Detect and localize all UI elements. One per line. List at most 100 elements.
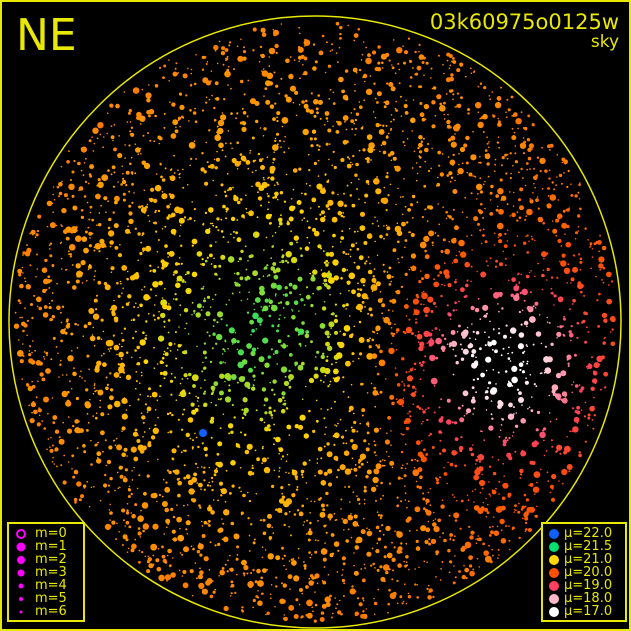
star-marker — [606, 271, 612, 278]
star-marker — [127, 377, 130, 380]
star-marker — [574, 194, 578, 198]
star-marker — [325, 142, 329, 146]
star-marker — [107, 490, 110, 493]
star-marker — [88, 264, 92, 269]
star-marker — [456, 103, 462, 109]
star-marker — [126, 503, 129, 505]
star-marker — [208, 524, 211, 527]
star-marker — [385, 570, 389, 575]
star-marker — [438, 329, 441, 331]
star-marker — [425, 502, 428, 505]
star-marker — [209, 360, 213, 364]
star-marker — [172, 515, 176, 519]
star-marker — [484, 507, 489, 512]
star-marker — [190, 68, 193, 71]
star-marker — [161, 554, 166, 559]
star-marker — [327, 482, 333, 487]
star-marker — [465, 161, 469, 165]
mu-legend-item: μ=18.0 — [543, 592, 625, 605]
star-marker — [54, 449, 57, 452]
star-marker — [404, 205, 407, 208]
star-marker — [415, 539, 419, 544]
star-marker — [51, 315, 55, 319]
star-marker — [439, 172, 444, 177]
star-marker — [477, 222, 480, 226]
star-marker — [283, 564, 285, 567]
star-marker — [129, 404, 131, 407]
star-marker — [87, 182, 90, 185]
star-marker — [457, 167, 464, 175]
star-marker — [325, 252, 330, 257]
star-marker — [446, 304, 449, 307]
star-marker — [230, 374, 237, 380]
star-marker — [301, 504, 305, 508]
star-marker — [479, 347, 482, 351]
star-marker — [218, 277, 221, 280]
star-marker — [143, 491, 147, 496]
star-marker — [399, 196, 402, 198]
star-marker — [367, 312, 370, 315]
star-marker — [179, 304, 182, 307]
star-marker — [379, 349, 383, 354]
star-marker — [318, 286, 322, 290]
star-marker — [473, 501, 475, 503]
star-marker — [222, 361, 225, 363]
star-marker — [378, 344, 381, 346]
star-marker — [505, 116, 508, 118]
star-marker — [218, 575, 220, 577]
star-marker — [382, 317, 385, 319]
star-marker — [201, 68, 205, 71]
star-marker — [236, 381, 239, 384]
star-marker — [472, 568, 475, 571]
star-marker — [450, 73, 454, 77]
star-marker — [329, 518, 331, 521]
star-marker — [317, 175, 320, 177]
star-marker — [84, 180, 88, 183]
star-marker — [577, 191, 580, 194]
star-marker — [403, 560, 405, 563]
star-marker — [208, 334, 211, 337]
star-marker — [361, 53, 364, 56]
star-marker — [402, 141, 405, 144]
star-marker — [321, 272, 328, 278]
star-marker — [579, 182, 581, 184]
star-marker — [357, 288, 360, 291]
star-marker — [407, 384, 410, 388]
star-marker — [418, 566, 420, 569]
star-marker — [258, 158, 263, 162]
star-marker — [559, 452, 562, 455]
star-marker — [176, 275, 183, 282]
star-marker — [445, 217, 448, 220]
star-marker — [269, 222, 272, 225]
star-marker — [276, 284, 282, 291]
star-marker — [327, 128, 332, 133]
star-marker — [80, 209, 84, 212]
star-marker — [526, 362, 528, 365]
star-marker — [146, 406, 152, 412]
star-marker — [194, 432, 196, 435]
star-marker — [149, 139, 152, 142]
star-marker — [467, 499, 470, 502]
star-marker — [299, 293, 302, 296]
star-marker — [261, 546, 264, 548]
star-marker — [519, 291, 522, 295]
star-marker — [22, 272, 24, 274]
star-marker — [492, 554, 494, 557]
star-marker — [229, 568, 231, 570]
star-marker — [488, 336, 490, 339]
star-marker — [282, 294, 285, 296]
star-marker — [275, 585, 278, 588]
star-marker — [408, 568, 410, 571]
star-marker — [203, 479, 206, 482]
star-marker — [218, 481, 224, 486]
star-marker — [155, 294, 157, 297]
star-marker — [391, 298, 397, 304]
star-marker — [116, 281, 119, 285]
star-marker — [464, 541, 472, 549]
star-marker — [130, 356, 133, 359]
star-marker — [415, 388, 417, 390]
star-marker — [235, 231, 239, 235]
star-marker — [67, 250, 70, 253]
star-marker — [430, 310, 434, 313]
